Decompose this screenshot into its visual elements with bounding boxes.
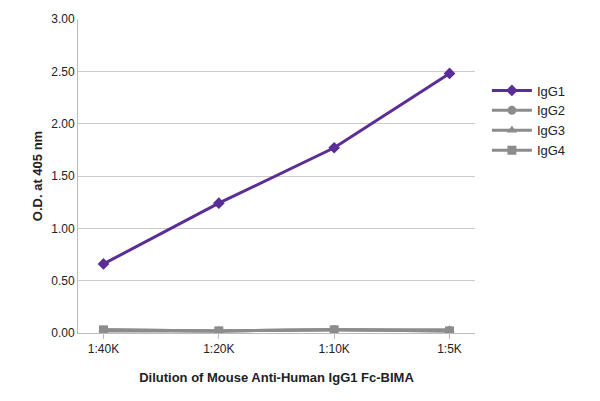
svg-text:1:20K: 1:20K — [203, 342, 234, 356]
svg-text:1:40K: 1:40K — [88, 342, 119, 356]
svg-text:IgG3: IgG3 — [537, 123, 565, 138]
svg-text:1.50: 1.50 — [51, 169, 75, 183]
svg-text:1:10K: 1:10K — [319, 342, 350, 356]
svg-text:0.50: 0.50 — [51, 274, 75, 288]
svg-text:IgG2: IgG2 — [537, 103, 565, 118]
svg-text:IgG1: IgG1 — [537, 84, 565, 99]
svg-text:1.00: 1.00 — [51, 222, 75, 236]
svg-text:2.50: 2.50 — [51, 65, 75, 79]
svg-text:0.00: 0.00 — [51, 326, 75, 340]
svg-text:O.D. at 405 nm: O.D. at 405 nm — [30, 131, 45, 221]
svg-text:1:5K: 1:5K — [437, 342, 462, 356]
svg-text:2.00: 2.00 — [51, 117, 75, 131]
svg-text:3.00: 3.00 — [51, 12, 75, 26]
svg-text:Dilution of Mouse Anti-Human I: Dilution of Mouse Anti-Human IgG1 Fc-BIM… — [139, 370, 414, 385]
svg-text:IgG4: IgG4 — [537, 143, 565, 158]
